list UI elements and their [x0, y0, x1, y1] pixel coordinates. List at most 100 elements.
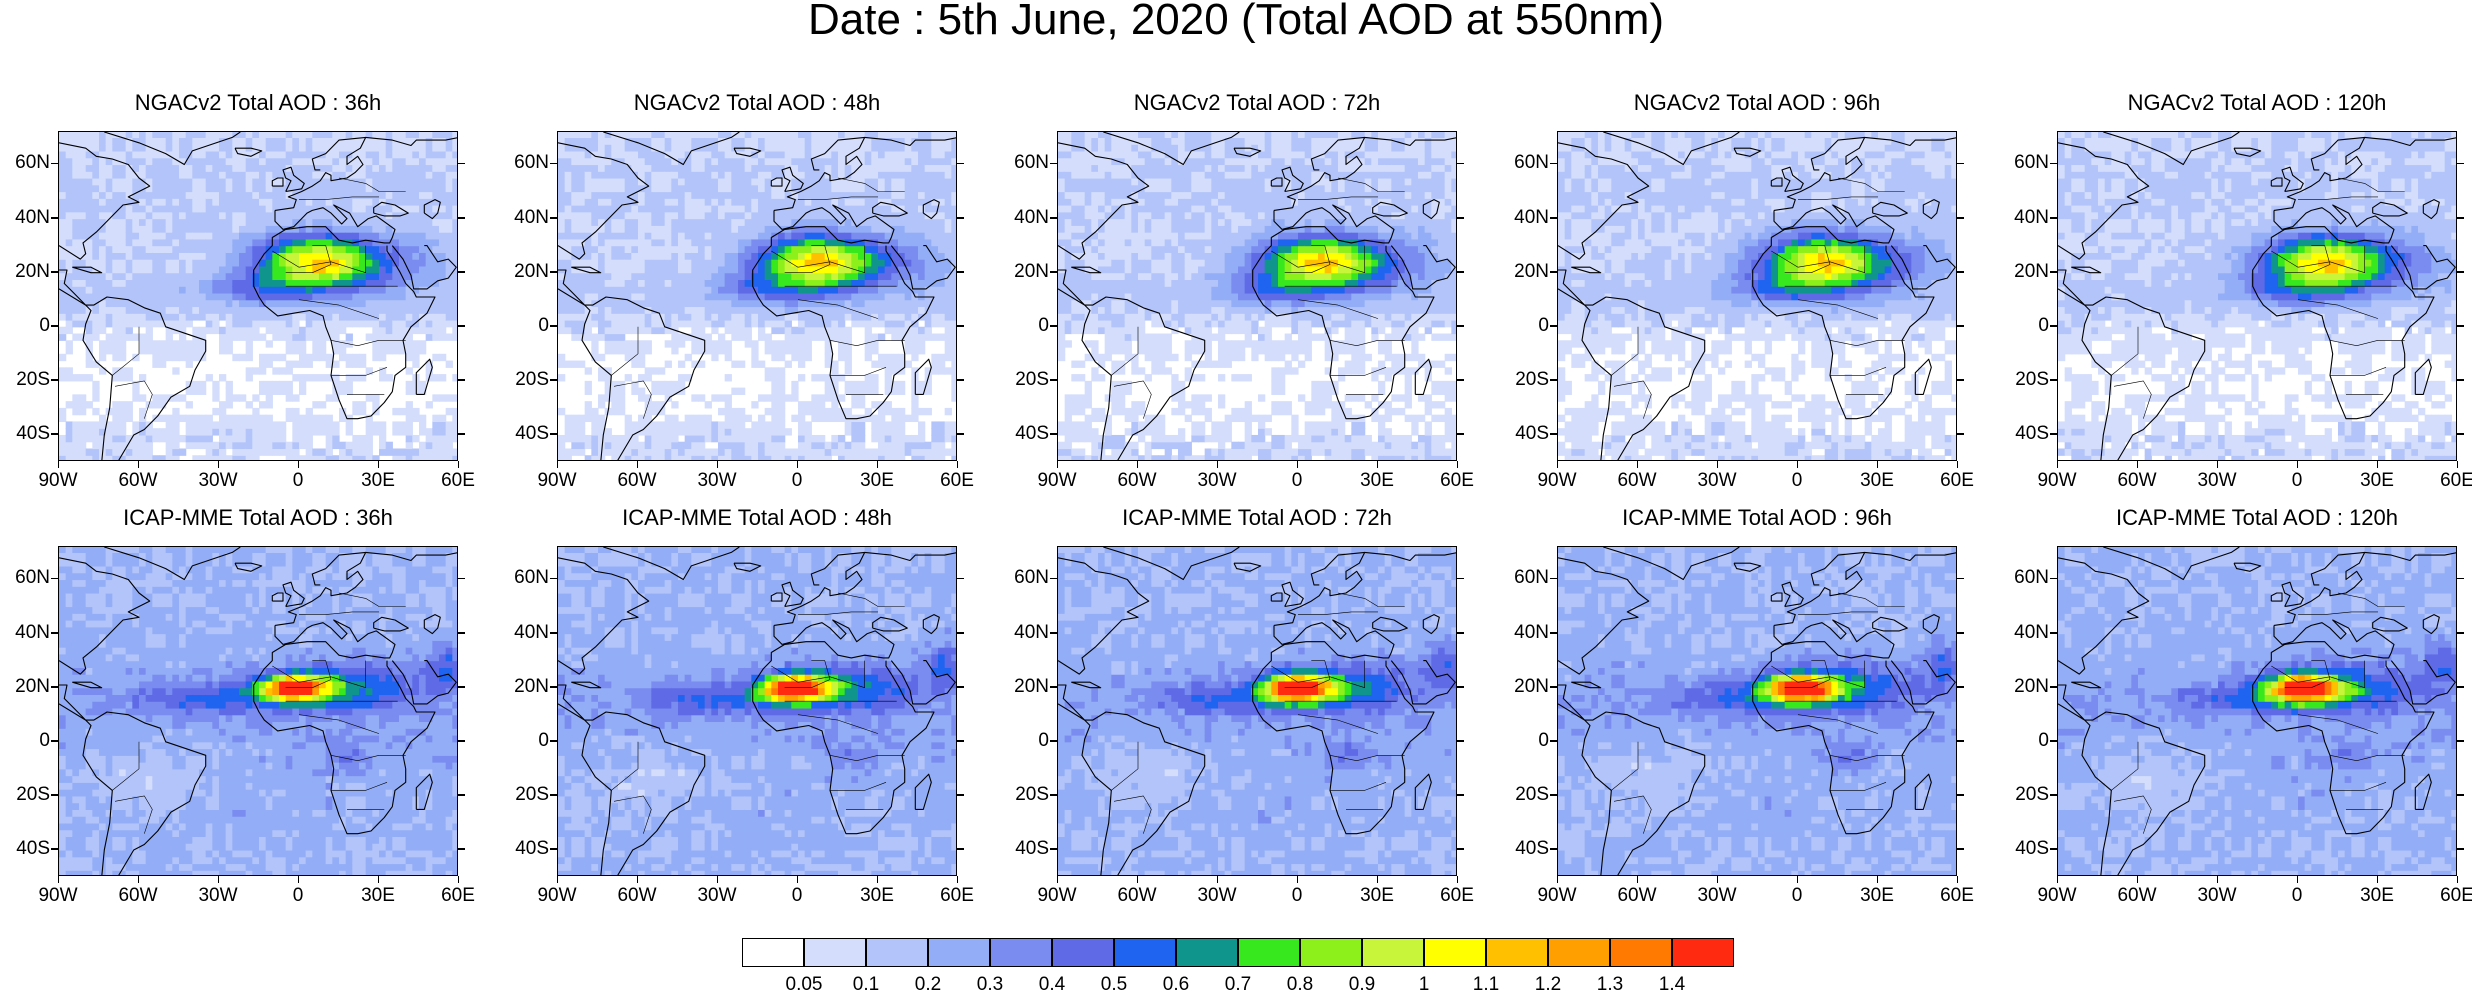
aod-cell [738, 239, 745, 246]
aod-cell [106, 435, 113, 442]
aod-cell [312, 171, 319, 178]
aod-cell [266, 259, 273, 266]
aod-cell [731, 408, 738, 415]
aod-cell [239, 232, 246, 239]
aod-cell [192, 313, 199, 320]
aod-cell [159, 239, 166, 246]
aod-cell [179, 340, 186, 347]
aod-cell [192, 340, 199, 347]
aod-cell [671, 246, 678, 253]
aod-cell [685, 354, 692, 361]
aod-cell [585, 327, 592, 334]
aod-cell [831, 435, 838, 442]
aod-cell [346, 225, 353, 232]
aod-cell [319, 137, 326, 144]
aod-cell [591, 415, 598, 422]
aod-cell [671, 273, 678, 280]
aod-cell [725, 205, 732, 212]
aod-cell [711, 354, 718, 361]
aod-cell [925, 448, 932, 455]
aod-cell [951, 192, 957, 199]
aod-cell [306, 428, 313, 435]
aod-cell [905, 415, 912, 422]
aod-cell [911, 232, 918, 239]
aod-cell [226, 320, 233, 327]
aod-cell [645, 442, 652, 449]
aod-cell [292, 300, 299, 307]
aod-cell [246, 205, 253, 212]
aod-cell [918, 266, 925, 273]
aod-cell [199, 273, 206, 280]
aod-cell [352, 192, 359, 199]
aod-cell [718, 164, 725, 171]
aod-cell [911, 394, 918, 401]
aod-cell [858, 286, 865, 293]
aod-cell [86, 286, 93, 293]
aod-cell [705, 212, 712, 219]
aod-cell [359, 273, 366, 280]
aod-cell [945, 279, 952, 286]
aod-cell [891, 192, 898, 199]
aod-cell [765, 212, 772, 219]
aod-cell [299, 137, 306, 144]
aod-cell [212, 273, 219, 280]
aod-cell [79, 212, 86, 219]
aod-cell [938, 192, 945, 199]
aod-cell [598, 205, 605, 212]
aod-cell [366, 144, 373, 151]
aod-cell [891, 408, 898, 415]
aod-cell [818, 239, 825, 246]
aod-cell [838, 246, 845, 253]
latitude-tick [51, 433, 58, 435]
aod-cell [611, 334, 618, 341]
aod-cell [206, 252, 213, 259]
aod-cell [798, 327, 805, 334]
aod-cell [159, 219, 166, 226]
aod-cell [372, 266, 379, 273]
aod-cell [299, 293, 306, 300]
aod-cell [838, 340, 845, 347]
aod-cell [72, 394, 79, 401]
aod-cell [625, 327, 632, 334]
aod-cell [259, 367, 266, 374]
aod-cell [126, 205, 133, 212]
aod-cell [286, 171, 293, 178]
aod-cell [591, 212, 598, 219]
aod-cell [885, 151, 892, 158]
aod-cell [558, 361, 565, 368]
aod-cell [212, 178, 219, 185]
aod-cell [152, 428, 159, 435]
aod-cell [399, 219, 406, 226]
aod-cell [585, 171, 592, 178]
aod-cell [372, 144, 379, 151]
aod-cell [92, 205, 99, 212]
aod-cell [638, 279, 645, 286]
aod-cell [645, 448, 652, 455]
aod-cell [791, 205, 798, 212]
aod-cell [172, 428, 179, 435]
aod-cell [339, 354, 346, 361]
aod-cell [72, 232, 79, 239]
aod-cell [72, 178, 79, 185]
aod-cell [166, 415, 173, 422]
aod-cell [898, 415, 905, 422]
aod-cell [59, 192, 66, 199]
aod-cell [186, 293, 193, 300]
aod-cell [658, 455, 665, 461]
aod-cell [651, 232, 658, 239]
aod-cell [805, 327, 812, 334]
aod-cell [818, 144, 825, 151]
aod-cell [651, 435, 658, 442]
aod-cell [611, 381, 618, 388]
aod-cell [945, 171, 952, 178]
aod-cell [172, 144, 179, 151]
aod-cell [352, 435, 359, 442]
aod-cell [206, 279, 213, 286]
aod-cell [412, 171, 419, 178]
aod-cell [691, 313, 698, 320]
aod-cell [691, 448, 698, 455]
aod-cell [745, 306, 752, 313]
aod-cell [306, 435, 313, 442]
latitude-tick [51, 217, 58, 219]
aod-cell [765, 421, 772, 428]
